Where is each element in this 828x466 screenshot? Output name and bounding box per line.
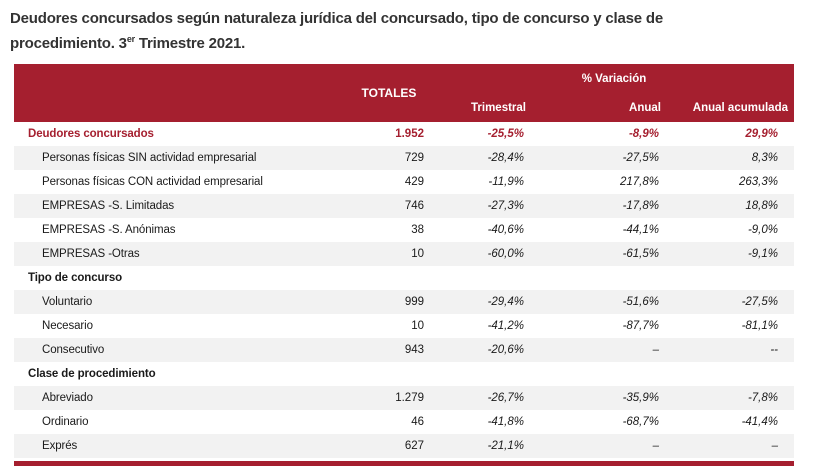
header-spacer — [14, 64, 344, 122]
trimestral-value: -26,7% — [487, 392, 524, 404]
table-row: Ordinario 46 -41,8% -68,7% -41,4% — [14, 410, 794, 434]
totales-value: 10 — [411, 248, 424, 260]
trimestral-value: -60,0% — [487, 248, 524, 260]
totales-value: 38 — [411, 224, 424, 236]
table-row: Abreviado 1.279 -26,7% -35,9% -7,8% — [14, 386, 794, 410]
row-label: Personas físicas CON actividad empresari… — [42, 176, 263, 188]
anual-value: – — [652, 440, 659, 452]
row-label: Deudores concursados — [28, 128, 154, 140]
totales-value: 1.279 — [395, 392, 424, 404]
acumulada-value: 263,3% — [738, 176, 778, 188]
table-row: Consecutivo 943 -20,6% – -- — [14, 338, 794, 362]
table-row: Tipo de concurso — [14, 266, 794, 290]
acumulada-value: -81,1% — [741, 320, 778, 332]
trimestral-value: -11,9% — [488, 176, 524, 188]
row-label: EMPRESAS -S. Limitadas — [42, 200, 175, 212]
trimestral-value: -40,6% — [487, 224, 524, 236]
anual-value: -8,9% — [628, 128, 659, 140]
totales-value: 627 — [404, 440, 424, 452]
anual-value: 217,8% — [619, 176, 659, 188]
title-line2: procedimiento. 3er Trimestre 2021. — [10, 34, 246, 52]
title-line1: Deudores concursados según naturaleza ju… — [10, 10, 664, 27]
acumulada-value: – — [771, 440, 778, 452]
row-label: Tipo de concurso — [28, 272, 123, 284]
table-row: EMPRESAS -Otras 10 -60,0% -61,5% -9,1% — [14, 242, 794, 266]
row-label: Necesario — [42, 320, 93, 332]
trimestral-value: -29,4% — [487, 296, 524, 308]
totales-value: 999 — [404, 296, 424, 308]
table-row: Personas físicas SIN actividad empresari… — [14, 146, 794, 170]
acumulada-value: -41,4% — [741, 416, 778, 428]
table-row: EMPRESAS -S. Anónimas 38 -40,6% -44,1% -9,0% — [14, 218, 794, 242]
row-label: Personas físicas SIN actividad empresari… — [42, 152, 257, 164]
header-anual-acumulada: Anual acumulada — [692, 101, 788, 114]
concursos-table: TOTALES % Variación Trimestral Anual Anu… — [14, 64, 794, 458]
title-superscript: er — [126, 34, 135, 44]
row-label: Abreviado — [42, 392, 93, 404]
table-body: Deudores concursados 1.952 -25,5% -8,9% 29,9… — [14, 122, 794, 458]
row-label: EMPRESAS -Otras — [42, 248, 140, 260]
anual-value: -61,5% — [622, 248, 659, 260]
anual-value: -87,7% — [622, 320, 659, 332]
totales-value: 429 — [404, 176, 424, 188]
trimestral-value: -27,3% — [487, 200, 524, 212]
totales-value: 746 — [404, 200, 424, 212]
table-footer-bar — [14, 461, 794, 466]
row-label: Voluntario — [42, 296, 93, 308]
row-label: Ordinario — [42, 416, 89, 428]
totales-value: 943 — [404, 344, 424, 356]
anual-value: -27,5% — [622, 152, 659, 164]
acumulada-value: -- — [770, 344, 778, 356]
table-row: Voluntario 999 -29,4% -51,6% -27,5% — [14, 290, 794, 314]
totales-value: 10 — [411, 320, 424, 332]
row-label: Consecutivo — [42, 344, 105, 356]
acumulada-value: -9,1% — [747, 248, 778, 260]
trimestral-value: -41,2% — [487, 320, 524, 332]
header-totales: TOTALES — [361, 86, 417, 100]
acumulada-value: 18,8% — [745, 200, 778, 212]
table-row: Deudores concursados 1.952 -25,5% -8,9% 29,9… — [14, 122, 794, 146]
trimestral-value: -41,8% — [487, 416, 524, 428]
anual-value: -17,8% — [622, 200, 659, 212]
acumulada-value: -9,0% — [747, 224, 778, 236]
row-label: EMPRESAS -S. Anónimas — [42, 224, 176, 236]
anual-value: -68,7% — [622, 416, 659, 428]
header-anual: Anual — [629, 101, 661, 114]
table-header: TOTALES % Variación Trimestral Anual Anu… — [14, 64, 794, 122]
anual-value: – — [652, 344, 659, 356]
page-title: Deudores concursados según naturaleza ju… — [0, 0, 828, 54]
anual-value: -51,6% — [622, 296, 659, 308]
table-row: Exprés 627 -21,1% – – — [14, 434, 794, 458]
header-variacion-group: % Variación — [581, 72, 647, 85]
totales-value: 46 — [411, 416, 424, 428]
trimestral-value: -20,6% — [487, 344, 524, 356]
row-label: Clase de procedimiento — [28, 368, 156, 380]
anual-value: -35,9% — [622, 392, 659, 404]
acumulada-value: -7,8% — [747, 392, 778, 404]
row-label: Exprés — [42, 440, 78, 452]
acumulada-value: -27,5% — [741, 296, 778, 308]
table-row: Necesario 10 -41,2% -87,7% -81,1% — [14, 314, 794, 338]
totales-value: 729 — [404, 152, 424, 164]
table-row: Clase de procedimiento — [14, 362, 794, 386]
trimestral-value: -21,1% — [487, 440, 524, 452]
header-trimestral: Trimestral — [471, 101, 526, 114]
trimestral-value: -28,4% — [487, 152, 524, 164]
acumulada-value: 8,3% — [751, 152, 778, 164]
acumulada-value: 29,9% — [745, 128, 778, 140]
anual-value: -44,1% — [622, 224, 659, 236]
totales-value: 1.952 — [395, 128, 424, 140]
table-row: Personas físicas CON actividad empresari… — [14, 170, 794, 194]
table-row: EMPRESAS -S. Limitadas 746 -27,3% -17,8% 18,… — [14, 194, 794, 218]
trimestral-value: -25,5% — [487, 128, 524, 140]
